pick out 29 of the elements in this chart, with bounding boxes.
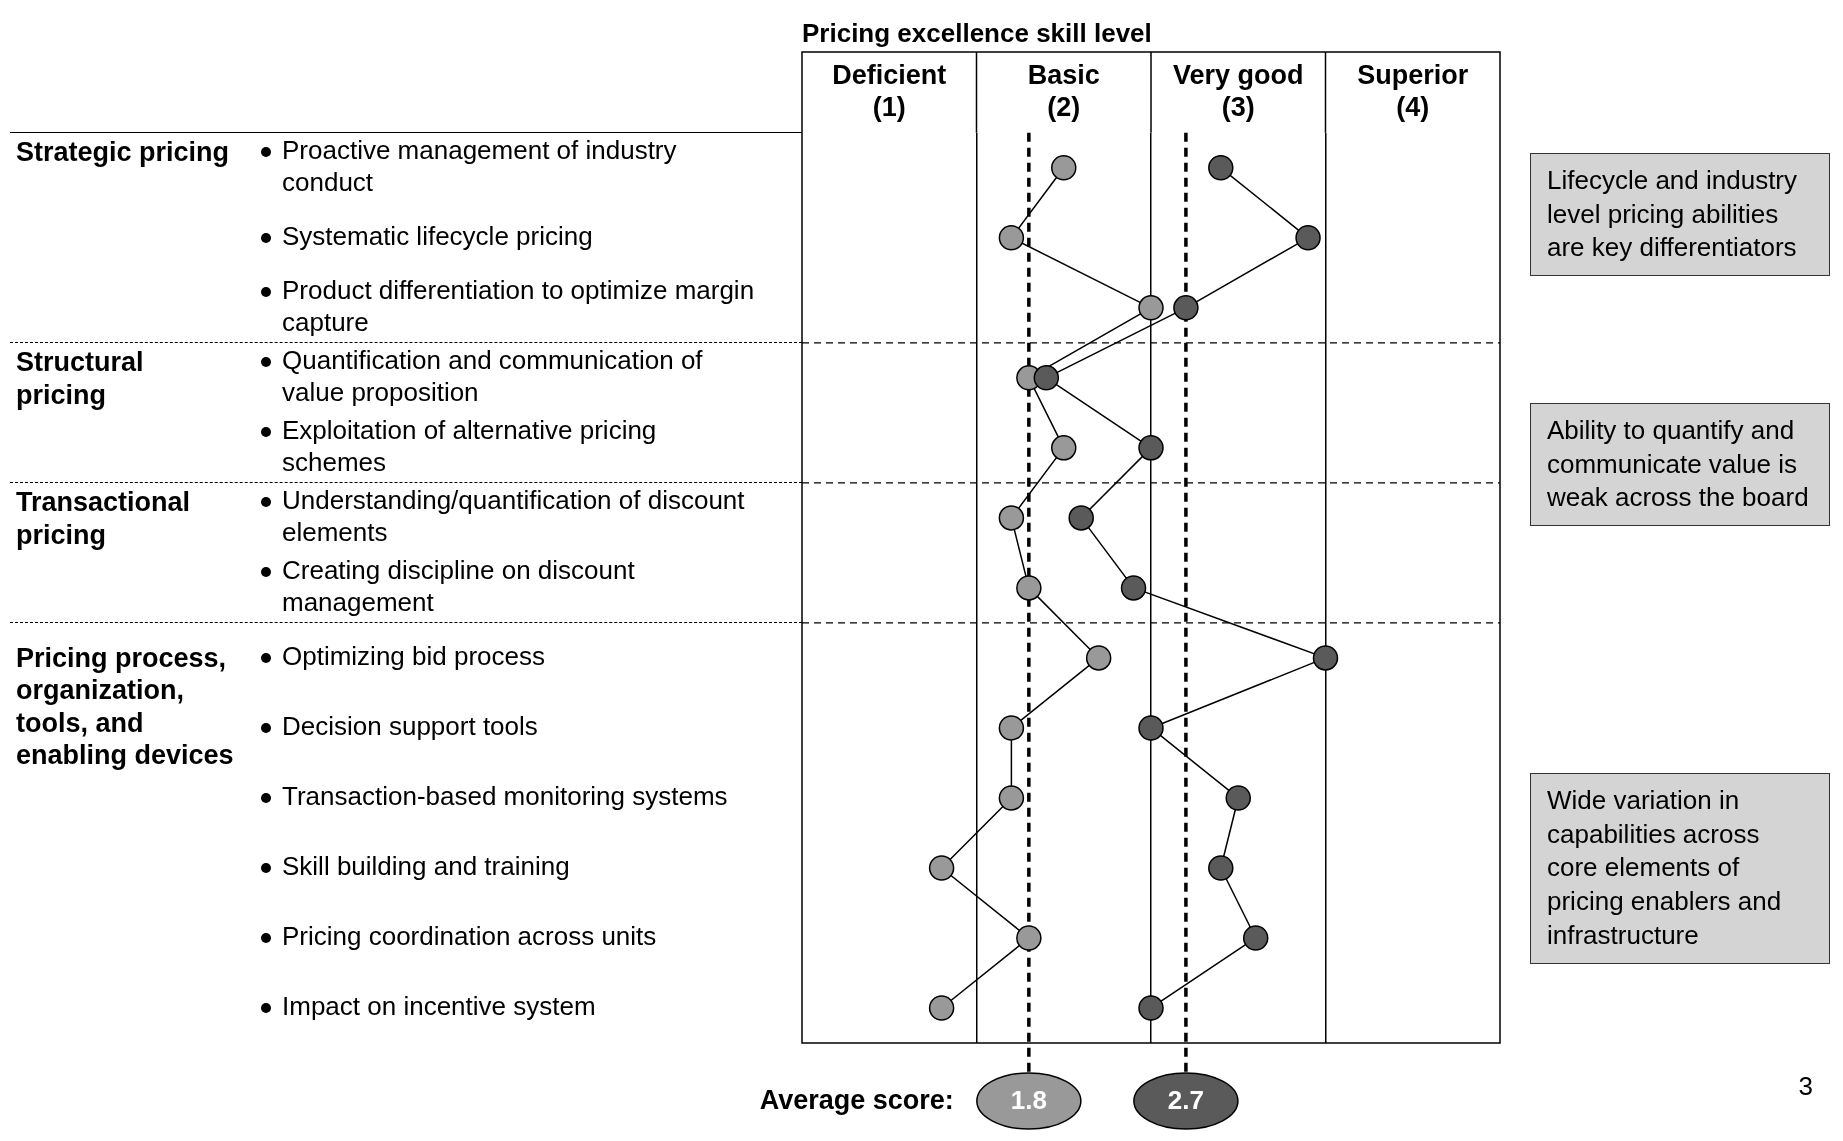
y-tick-label: Proactive management of industry conduct <box>282 135 677 197</box>
x-tick-label: Very good (3) <box>1172 59 1304 123</box>
y-tick-label: Creating discipline on discount management <box>282 555 636 617</box>
ref-line-label: 2.7 <box>1167 1085 1204 1116</box>
x-tick-label: Deficient (1) <box>832 59 947 123</box>
text: Strategic pricing <box>16 136 231 169</box>
y-tick-label: Transaction-based monitoring systems <box>282 781 728 812</box>
y-tick-label: Pricing coordination across units <box>282 921 657 952</box>
y-tick-label: Understanding/quantification of discount elements <box>282 485 746 547</box>
ref-line-label: 1.8 <box>1010 1085 1047 1116</box>
y-tick-label: Exploitation of alternative pricing schemes <box>282 415 657 477</box>
text: Pricing process, organization, tools, and enabling devices <box>16 641 235 772</box>
y-tick-label: Quantification and communication of value proposition <box>282 345 704 407</box>
y-tick-label: Optimizing bid process <box>282 641 545 672</box>
y-tick-label: Systematic lifecycle pricing <box>282 220 593 251</box>
x-tick-label: Superior (4) <box>1357 59 1469 123</box>
y-tick-label: Impact on incentive system <box>282 991 596 1022</box>
text: Structural pricing <box>16 346 145 412</box>
chart-title: Pricing excellence skill level <box>802 18 1152 49</box>
text: Average score: <box>759 1085 954 1116</box>
y-tick-label: Skill building and training <box>282 851 570 882</box>
x-tick-label: Basic (2) <box>1027 59 1100 123</box>
y-tick-label: Decision support tools <box>282 711 538 742</box>
text: Ability to quantify and communicate value is weak across the board <box>1530 402 1830 527</box>
y-tick-label: Product differentiation to optimize margin capture <box>282 275 755 337</box>
text: Transactional pricing <box>16 486 192 552</box>
text: 3 <box>1798 1071 1813 1102</box>
text: Lifecycle and industry level pricing abilities are key differentiators <box>1530 152 1830 277</box>
text: Wide variation in capabilities across core elements of pricing enablers and infrastructure <box>1530 772 1830 964</box>
